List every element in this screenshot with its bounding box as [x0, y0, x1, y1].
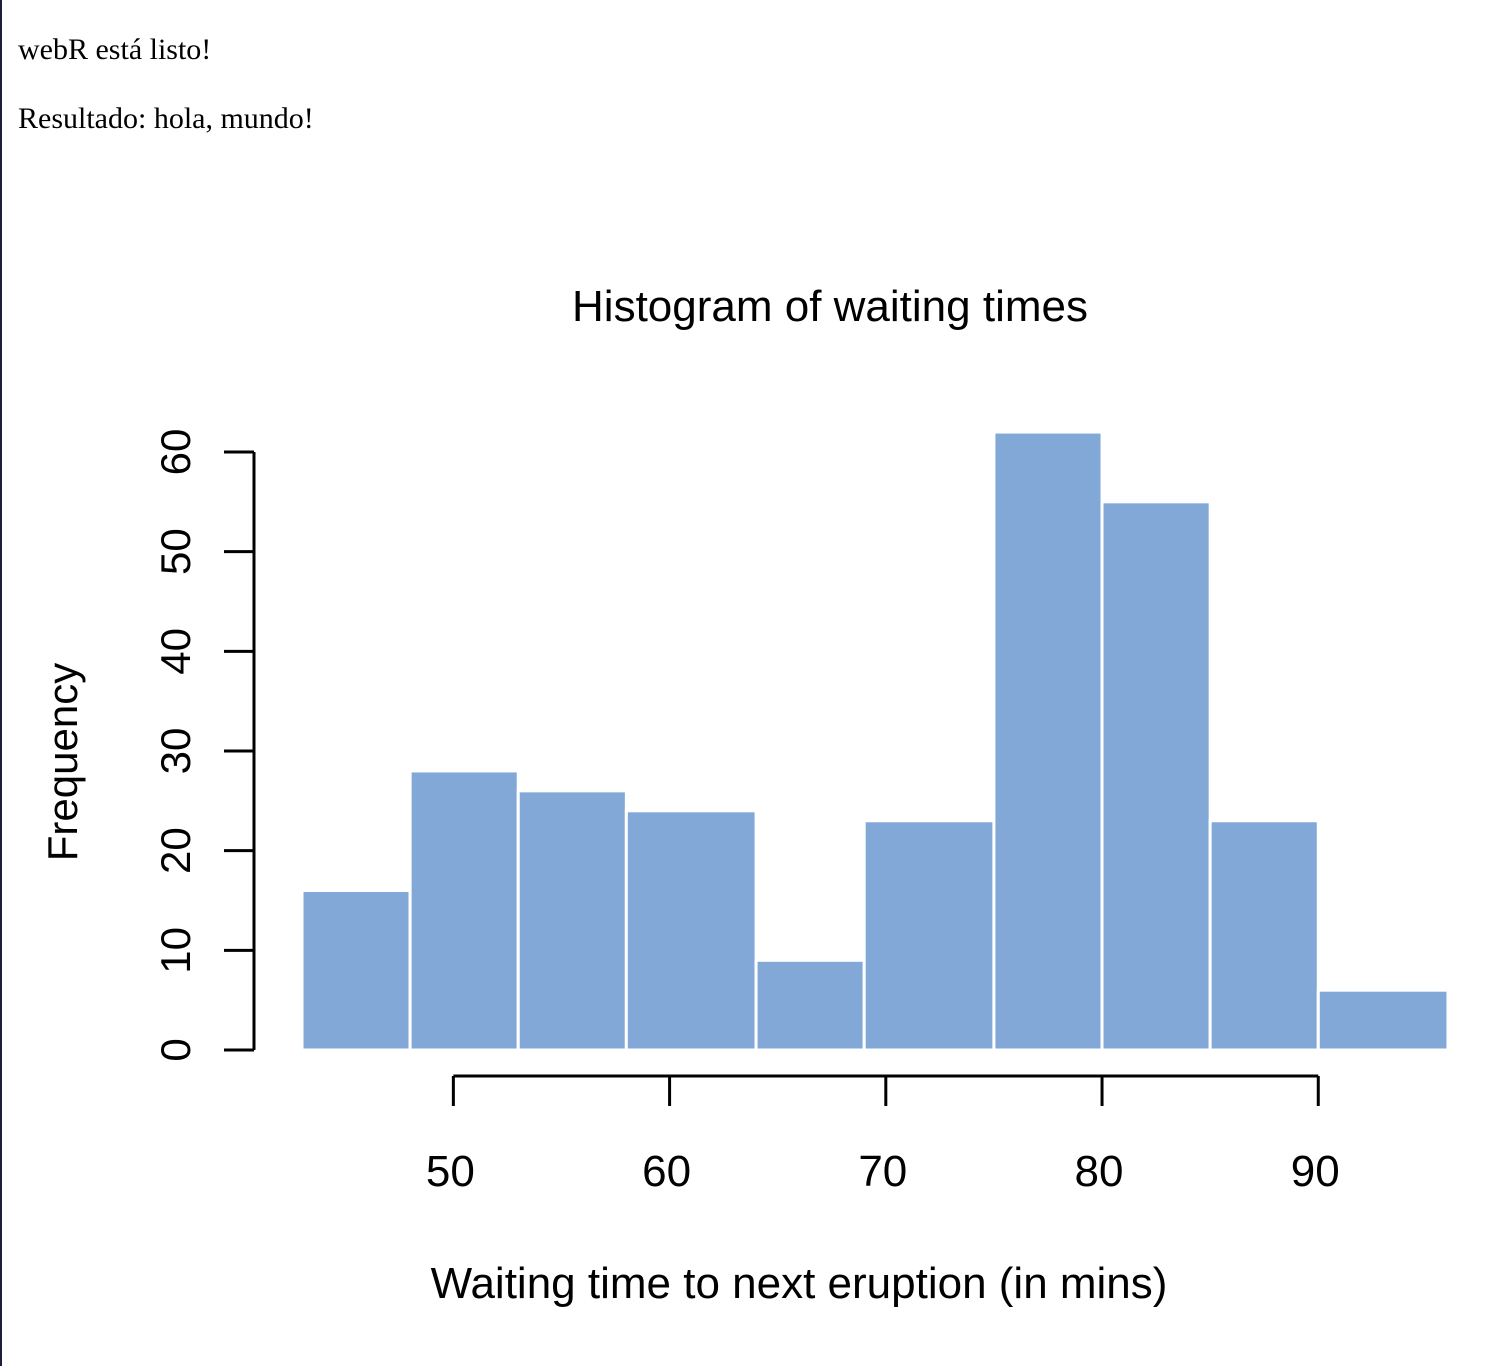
result-message: Resultado: hola, mundo! — [18, 102, 314, 135]
x-tick-label: 60 — [642, 1147, 691, 1196]
histogram-bar — [516, 789, 628, 1052]
x-axis: 50 60 70 80 90 — [426, 1074, 1340, 1196]
x-tick-label: 80 — [1075, 1147, 1124, 1196]
y-tick-label: 40 — [152, 628, 199, 675]
y-tick-label: 30 — [152, 728, 199, 775]
y-tick-label: 60 — [152, 429, 199, 476]
status-message: webR está listo! — [18, 33, 212, 66]
histogram-bar — [992, 430, 1104, 1052]
x-tick-label: 70 — [858, 1147, 907, 1196]
histogram-bar — [1100, 500, 1212, 1052]
y-tick-label: 20 — [152, 827, 199, 874]
x-tick-label: 90 — [1291, 1147, 1340, 1196]
histogram-bar — [624, 809, 758, 1052]
y-tick-label: 50 — [152, 528, 199, 575]
histogram-bar — [1316, 988, 1450, 1052]
bars-layer — [300, 430, 1450, 1052]
x-axis-label: Waiting time to next eruption (in mins) — [431, 1259, 1168, 1308]
histogram-bar — [754, 958, 866, 1052]
y-axis-label: Frequency — [39, 663, 86, 861]
histogram-bar — [862, 819, 996, 1052]
histogram-bar — [1208, 819, 1320, 1052]
histogram-bar — [408, 769, 520, 1052]
y-tick-label: 10 — [152, 927, 199, 974]
y-axis: 0 10 20 30 40 50 60 — [152, 429, 256, 1062]
chart-title: Histogram of waiting times — [572, 282, 1088, 331]
x-tick-label: 50 — [426, 1147, 475, 1196]
window-left-edge — [0, 0, 2, 1366]
histogram-bar — [300, 889, 412, 1052]
y-tick-label: 0 — [152, 1038, 199, 1061]
